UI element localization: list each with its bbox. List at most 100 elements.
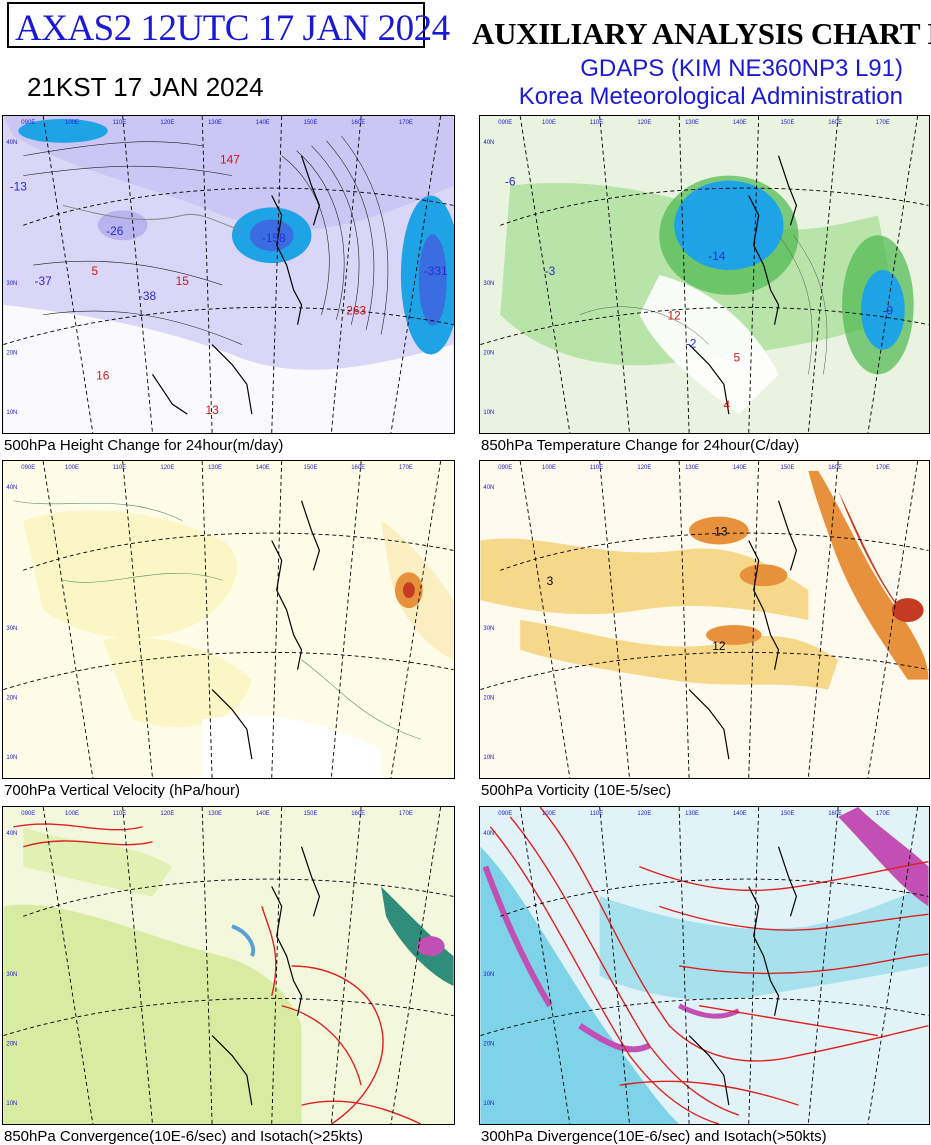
latitude-label: 30N [6,972,17,978]
latitude-label: 10N [483,755,494,761]
map-panel-500hpa-vorticity[interactable]: 13 3 12 090E 100E 110E 120E 130E 140E 150E 160E 17… [479,460,930,779]
map-value-label: 5 [733,350,740,364]
map-panel-700hpa-vertical-velocity[interactable]: 090E 100E 110E 120E 130E 140E 150E 160E 170E 10N 2… [2,460,455,779]
product-id-box: AXAS2 12UTC 17 JAN 2024 [7,2,450,49]
map-value-label: -26 [106,224,124,238]
latitude-label: 10N [6,755,17,761]
longitude-label: 150E [781,811,795,817]
map-value-label: 16 [96,368,110,382]
longitude-label: 130E [208,120,222,126]
map-panel-500hpa-height-change[interactable]: -13 -26 -37 -38 5 15 147 -158 263 -331 16 13 090E 10… [2,115,455,434]
longitude-label: 090E [21,120,35,126]
latitude-label: 40N [483,831,494,837]
map-value-label: 13 [205,403,219,417]
longitude-label: 170E [876,811,890,817]
longitude-label: 150E [781,465,795,471]
model-name: GDAPS (KIM NE360NP3 L91) [580,55,903,82]
map-value-label: -14 [708,249,726,263]
map-value-label: -13 [10,180,28,194]
latitude-label: 20N [483,350,494,356]
panel-caption-convergence-isotach: 850hPa Convergence(10E-6/sec) and Isotac… [4,1128,363,1145]
longitude-label: 140E [256,811,270,817]
longitude-label: 130E [685,120,699,126]
latitude-label: 40N [6,485,17,491]
map-value-label: -6 [505,175,516,189]
map-value-label: 13 [714,525,728,539]
longitude-label: 130E [685,465,699,471]
map-panel-850hpa-temperature-change[interactable]: -6 -14 -9 12 5 4 -2 -3 090E 100E 110E 120E 130E 140E… [479,115,930,434]
longitude-label: 160E [351,120,365,126]
map-value-label: 263 [346,304,366,318]
map-value-label: -37 [35,274,53,288]
longitude-label: 120E [637,465,651,471]
latitude-label: 20N [6,695,17,701]
chart-title: AUXILIARY ANALYSIS CHART II [472,16,931,51]
map-value-label: 147 [220,153,240,167]
longitude-label: 110E [590,811,603,817]
longitude-label: 110E [113,120,126,126]
longitude-label: 160E [351,811,365,817]
map-value-label: 4 [724,398,731,412]
longitude-label: 100E [65,120,79,126]
longitude-label: 120E [160,811,174,817]
latitude-label: 30N [483,972,494,978]
longitude-label: 100E [542,465,556,471]
longitude-label: 160E [828,811,842,817]
latitude-label: 10N [6,1101,17,1107]
map-value-label: -3 [545,264,556,278]
agency-name: Korea Meteorological Administration [518,83,903,110]
longitude-label: 130E [208,811,222,817]
map-value-label: 15 [176,274,190,288]
longitude-label: 100E [542,811,556,817]
latitude-label: 20N [483,695,494,701]
longitude-label: 170E [399,120,413,126]
longitude-label: 130E [685,811,699,817]
longitude-label: 120E [637,811,651,817]
longitude-label: 110E [113,811,126,817]
product-id: AXAS2 12UTC 17 JAN 2024 [15,8,450,49]
longitude-label: 160E [351,465,365,471]
latitude-label: 20N [6,350,17,356]
latitude-label: 10N [6,410,17,416]
longitude-label: 140E [256,465,270,471]
divergence-isotach-map: 090E 100E 110E 120E 130E 140E 150E 160E 170E 10N 2… [480,807,929,1124]
longitude-label: 120E [637,120,651,126]
convergence-isotach-map: 090E 100E 110E 120E 130E 140E 150E 160E 170E 10N 2… [3,807,454,1124]
local-time: 21KST 17 JAN 2024 [27,72,264,102]
map-value-label: -2 [686,337,697,351]
map-value-label: -38 [139,289,157,303]
map-panel-300hpa-divergence-isotach[interactable]: 090E 100E 110E 120E 130E 140E 150E 160E 170E 10N 2… [479,806,930,1125]
longitude-label: 150E [781,120,795,126]
longitude-label: 110E [590,465,603,471]
latitude-label: 40N [483,485,494,491]
map-panel-850hpa-convergence-isotach[interactable]: 090E 100E 110E 120E 130E 140E 150E 160E 170E 10N 2… [2,806,455,1125]
map-value-label: 12 [712,639,726,653]
latitude-label: 20N [483,1041,494,1047]
longitude-label: 140E [733,120,747,126]
map-value-label: 5 [92,264,99,278]
map-value-label: 3 [547,574,554,588]
panel-caption-vorticity: 500hPa Vorticity (10E-5/sec) [481,782,672,799]
height-change-map: -13 -26 -37 -38 5 15 147 -158 263 -331 16 13 090E 10… [3,116,454,433]
longitude-label: 120E [160,120,174,126]
map-value-label: -158 [262,231,286,245]
longitude-label: 100E [542,120,556,126]
panel-caption-temperature-change: 850hPa Temperature Change for 24hour(C/d… [481,437,800,454]
longitude-label: 140E [733,811,747,817]
temperature-change-map: -6 -14 -9 12 5 4 -2 -3 090E 100E 110E 120E 130E 140E… [480,116,929,433]
longitude-label: 160E [828,465,842,471]
longitude-label: 100E [65,465,79,471]
latitude-label: 40N [483,140,494,146]
latitude-label: 30N [483,626,494,632]
longitude-label: 090E [21,465,35,471]
longitude-label: 150E [304,811,318,817]
longitude-label: 090E [498,120,512,126]
latitude-label: 30N [6,626,17,632]
longitude-label: 140E [256,120,270,126]
map-value-label: -9 [883,304,894,318]
latitude-label: 40N [6,140,17,146]
longitude-label: 090E [21,811,35,817]
longitude-label: 140E [733,465,747,471]
latitude-label: 40N [6,831,17,837]
latitude-label: 10N [483,410,494,416]
